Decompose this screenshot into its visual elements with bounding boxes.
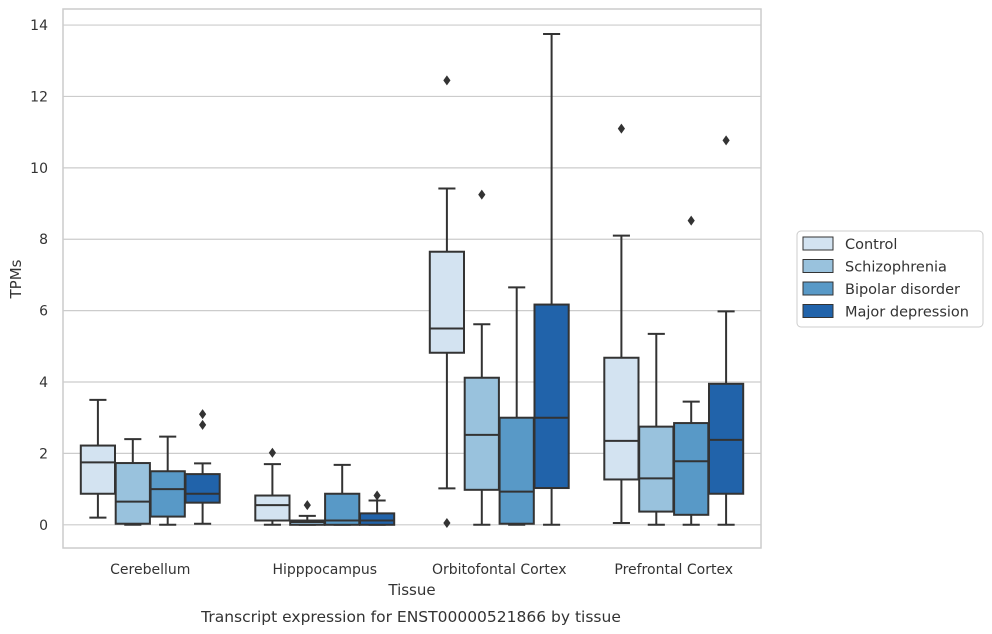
- box: [707, 382, 745, 495]
- y-tick-label: 0: [39, 518, 48, 534]
- box: [673, 422, 710, 516]
- x-axis-ticks: Cerebellum Hipppocampus Orbitofontal Corte…: [110, 562, 733, 578]
- box-group: [324, 463, 361, 526]
- outlier-point: [687, 215, 695, 226]
- x-axis-label: Tissue: [387, 581, 435, 599]
- y-tick-label: 8: [39, 232, 48, 248]
- box: [358, 512, 396, 526]
- box-group: [707, 135, 745, 526]
- legend-label: Schizophrenia: [845, 260, 947, 276]
- grid-lines: [63, 24, 761, 526]
- outlier-point: [443, 75, 451, 86]
- outlier-point: [303, 500, 311, 511]
- outlier-point: [199, 409, 207, 420]
- box: [184, 473, 221, 504]
- box: [79, 444, 117, 495]
- legend-label: Bipolar disorder: [845, 282, 960, 298]
- chart-caption: Transcript expression for ENST0000052186…: [200, 608, 621, 626]
- box-group: [149, 435, 186, 526]
- y-tick-label: 6: [39, 304, 48, 320]
- y-tick-label: 14: [30, 18, 48, 34]
- y-tick-label: 12: [30, 89, 48, 105]
- box: [428, 250, 466, 354]
- legend-swatch: [802, 236, 834, 251]
- y-tick-label: 10: [30, 161, 48, 177]
- outlier-point: [268, 447, 276, 458]
- box: [114, 462, 151, 525]
- box-group: [463, 189, 500, 526]
- box: [603, 356, 640, 481]
- plot-frame: [62, 8, 762, 549]
- box: [463, 376, 500, 491]
- box-group: [638, 332, 675, 526]
- box-group: [498, 286, 535, 526]
- y-axis-ticks: 0 2 4 6 8 10 12 14: [30, 18, 48, 534]
- y-tick-label: 2: [39, 446, 48, 462]
- outlier-point: [722, 135, 730, 146]
- outlier-point: [478, 189, 486, 200]
- box-group: [673, 215, 710, 526]
- x-tick-label: Prefrontal Cortex: [614, 562, 733, 578]
- legend-swatch: [802, 304, 834, 318]
- outlier-point: [373, 490, 381, 501]
- box-group: [533, 32, 570, 526]
- legend-label: Major depression: [845, 305, 969, 321]
- legend-swatch: [802, 259, 834, 273]
- outlier-point: [443, 518, 451, 529]
- legend-swatch: [802, 281, 834, 296]
- legend-label: Control: [845, 237, 897, 253]
- outlier-point: [617, 123, 625, 134]
- plot-area: [79, 32, 745, 529]
- box-group: [358, 490, 396, 526]
- box-group: [428, 75, 466, 529]
- box: [533, 303, 570, 490]
- legend-frame: [796, 230, 984, 328]
- x-tick-label: Orbitofontal Cortex: [432, 562, 567, 578]
- box-group: [254, 447, 291, 526]
- box-group: [114, 438, 151, 526]
- y-tick-label: 4: [39, 375, 48, 391]
- box: [149, 470, 186, 518]
- box-group: [79, 398, 117, 519]
- x-tick-label: Hipppocampus: [272, 562, 377, 578]
- y-axis-label: TPMs: [7, 259, 25, 299]
- box: [638, 425, 675, 513]
- box: [254, 494, 291, 522]
- legend: Control Schizophrenia Bipolar disorder Majo…: [796, 230, 984, 328]
- box-group: [184, 409, 221, 525]
- outlier-point: [199, 419, 207, 430]
- x-tick-label: Cerebellum: [110, 562, 190, 578]
- box: [498, 416, 535, 525]
- box-group: [603, 123, 640, 525]
- box-group: [289, 500, 326, 526]
